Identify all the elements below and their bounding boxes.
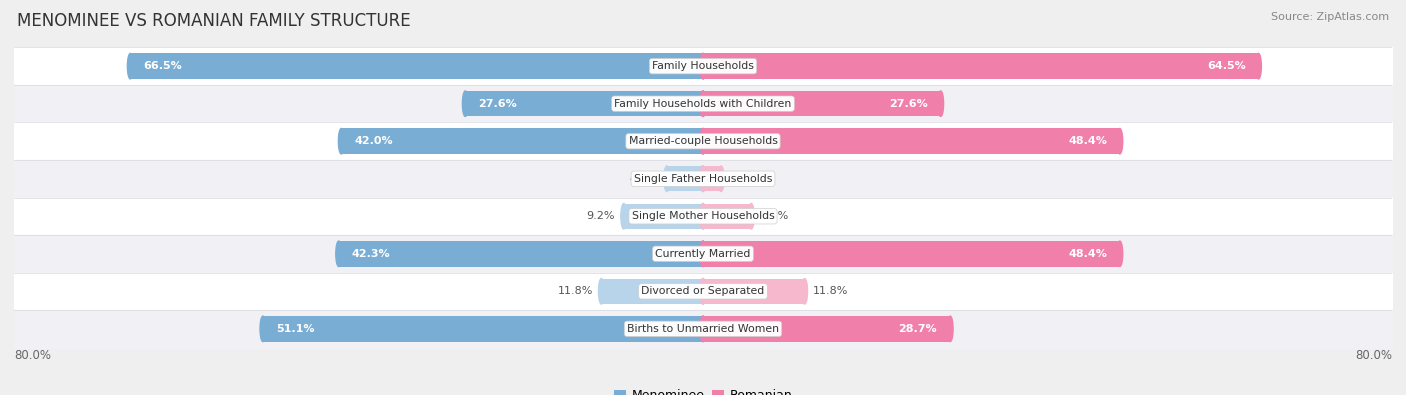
Bar xyxy=(624,203,703,229)
Text: 28.7%: 28.7% xyxy=(898,324,938,334)
Circle shape xyxy=(700,316,706,342)
Circle shape xyxy=(1256,53,1261,79)
Bar xyxy=(666,166,703,192)
Bar xyxy=(703,53,1258,79)
Text: 2.1%: 2.1% xyxy=(730,174,758,184)
Text: Single Father Households: Single Father Households xyxy=(634,174,772,184)
Text: Divorced or Separated: Divorced or Separated xyxy=(641,286,765,296)
Circle shape xyxy=(700,166,706,192)
Circle shape xyxy=(700,91,706,117)
Circle shape xyxy=(260,316,266,342)
Text: 11.8%: 11.8% xyxy=(557,286,593,296)
Bar xyxy=(703,166,721,192)
Circle shape xyxy=(621,203,627,229)
Text: Single Mother Households: Single Mother Households xyxy=(631,211,775,221)
Circle shape xyxy=(1116,241,1123,267)
Text: Family Households with Children: Family Households with Children xyxy=(614,99,792,109)
Circle shape xyxy=(938,91,943,117)
Text: 66.5%: 66.5% xyxy=(143,61,181,71)
Circle shape xyxy=(700,241,706,267)
Bar xyxy=(703,241,1119,267)
Text: 11.8%: 11.8% xyxy=(813,286,849,296)
Circle shape xyxy=(700,316,706,342)
Text: 48.4%: 48.4% xyxy=(1069,249,1107,259)
Bar xyxy=(339,241,703,267)
Circle shape xyxy=(700,53,706,79)
Text: 42.0%: 42.0% xyxy=(354,136,392,146)
Circle shape xyxy=(664,166,669,192)
Circle shape xyxy=(700,278,706,304)
Text: 5.6%: 5.6% xyxy=(759,211,789,221)
Text: MENOMINEE VS ROMANIAN FAMILY STRUCTURE: MENOMINEE VS ROMANIAN FAMILY STRUCTURE xyxy=(17,12,411,30)
Circle shape xyxy=(339,128,344,154)
Bar xyxy=(703,203,751,229)
Bar xyxy=(703,316,950,342)
Circle shape xyxy=(700,128,706,154)
Text: 42.3%: 42.3% xyxy=(352,249,391,259)
Circle shape xyxy=(700,128,706,154)
Circle shape xyxy=(700,166,706,192)
Text: 80.0%: 80.0% xyxy=(1355,350,1392,363)
Circle shape xyxy=(463,91,468,117)
Bar xyxy=(703,278,804,304)
Circle shape xyxy=(948,316,953,342)
Text: Currently Married: Currently Married xyxy=(655,249,751,259)
Text: Births to Unmarried Women: Births to Unmarried Women xyxy=(627,324,779,334)
Text: 64.5%: 64.5% xyxy=(1206,61,1246,71)
Bar xyxy=(263,316,703,342)
Circle shape xyxy=(748,203,754,229)
Circle shape xyxy=(700,91,706,117)
Circle shape xyxy=(700,241,706,267)
Circle shape xyxy=(700,203,706,229)
Text: 27.6%: 27.6% xyxy=(478,99,517,109)
Bar xyxy=(703,128,1119,154)
Circle shape xyxy=(700,278,706,304)
Text: 48.4%: 48.4% xyxy=(1069,136,1107,146)
Circle shape xyxy=(801,278,807,304)
Text: 27.6%: 27.6% xyxy=(889,99,928,109)
Circle shape xyxy=(718,166,724,192)
Circle shape xyxy=(336,241,342,267)
Bar xyxy=(602,278,703,304)
Text: 51.1%: 51.1% xyxy=(276,324,315,334)
Circle shape xyxy=(700,53,706,79)
Bar xyxy=(342,128,703,154)
Text: Source: ZipAtlas.com: Source: ZipAtlas.com xyxy=(1271,12,1389,22)
Text: Family Households: Family Households xyxy=(652,61,754,71)
Bar xyxy=(703,91,941,117)
Circle shape xyxy=(128,53,134,79)
Circle shape xyxy=(599,278,605,304)
Text: 9.2%: 9.2% xyxy=(586,211,616,221)
Text: 4.2%: 4.2% xyxy=(630,174,658,184)
Bar xyxy=(131,53,703,79)
Text: Married-couple Households: Married-couple Households xyxy=(628,136,778,146)
Legend: Menominee, Romanian: Menominee, Romanian xyxy=(609,384,797,395)
Circle shape xyxy=(1116,128,1123,154)
Text: 80.0%: 80.0% xyxy=(14,350,51,363)
Bar xyxy=(465,91,703,117)
Circle shape xyxy=(700,203,706,229)
